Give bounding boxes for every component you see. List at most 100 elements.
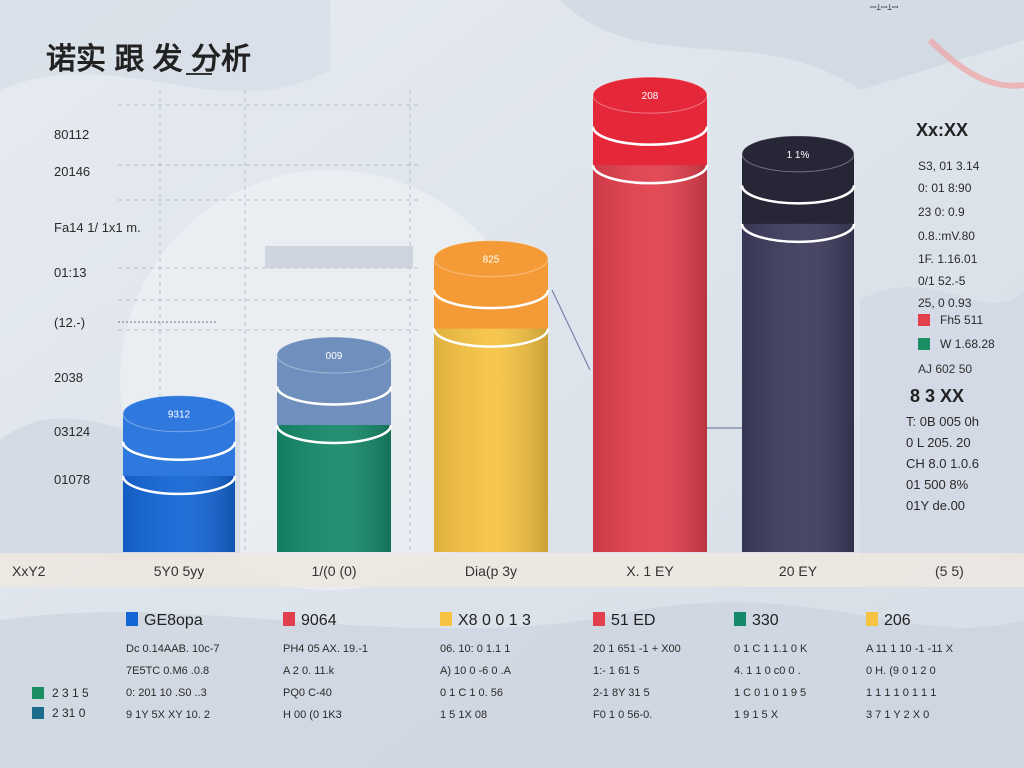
bar-2: 009 — [275, 336, 393, 552]
legend-block-title: 330 — [752, 612, 779, 629]
legend-swatch — [866, 612, 878, 626]
category-label: Dia(p 3y — [465, 563, 517, 579]
bar-ring — [275, 386, 393, 406]
left-label: 01:13 — [54, 265, 87, 280]
connector-line — [551, 289, 591, 371]
legend-swatch — [32, 687, 44, 699]
bar-ring — [591, 126, 709, 146]
legend-block-line: 2-1 8Y 31 5 — [593, 687, 650, 699]
bar-ring — [432, 328, 550, 348]
left-label: 20146 — [54, 164, 90, 179]
legend-label: Fh5 511 — [940, 313, 983, 327]
legend-block-line: 9 1Y 5X XY 10. 2 — [126, 709, 210, 721]
right-panel-extra-value: T: 0B 005 0h — [906, 414, 979, 429]
bg-panel — [265, 246, 413, 268]
legend-block-line: 1 5 1X 08 — [440, 709, 487, 721]
bar-ring — [275, 424, 393, 445]
right-panel-extra-value: 01 500 8% — [906, 477, 969, 492]
bar-ring — [432, 289, 550, 310]
right-panel-value: S3, 01 3.14 — [918, 159, 980, 173]
legend-block: 51 ED 20 1 651 -1 + X00 1:- 1 61 5 2-1 8Y 3… — [593, 612, 681, 721]
legend-block-line: 0 H. (9 0 1 2 0 — [866, 665, 936, 677]
right-panel-value: 0: 01 8:90 — [918, 181, 972, 195]
bg-shape — [860, 287, 1024, 560]
bar-ring — [740, 185, 856, 205]
right-panel-value: 0.8.:mV.80 — [918, 229, 975, 243]
legend-swatch — [918, 338, 930, 350]
legend-block: 206 A 11 1 10 -1 -11 X 0 H. (9 0 1 2 0 1 1 … — [866, 612, 954, 721]
category-label: 20 EY — [779, 563, 818, 579]
bar-value-label: 208 — [642, 91, 659, 102]
legend-block-line: A) 10 0 -6 0 .A — [440, 665, 512, 677]
legend-block-title: X8 0 0 1 3 — [458, 612, 531, 629]
legend-block-line: 20 1 651 -1 + X00 — [593, 643, 681, 655]
bar-value-label: 9312 — [168, 410, 191, 421]
bar-top — [741, 135, 855, 173]
legend-swatch — [126, 612, 138, 626]
right-panel-value: 0/1 52.-5 — [918, 274, 966, 288]
right-panel-extra-value: 01Y de.00 — [906, 498, 965, 513]
left-legend: 2 3 1 5 2 31 0 — [32, 686, 89, 720]
bar-top — [433, 240, 549, 278]
legend-block-line: 0 1 C 1 1.1 0 K — [734, 643, 808, 655]
bg-shape — [0, 0, 330, 92]
legend-label: W 1.68.28 — [940, 337, 995, 351]
legend-block-line: 1 1 1 1 0 1 1 1 — [866, 687, 936, 699]
category-label: X. 1 EY — [626, 563, 674, 579]
right-panel-subtitle: 8 3 XX — [910, 386, 964, 406]
bar-top — [122, 395, 236, 433]
bg-shape — [0, 602, 1024, 768]
bar-top — [276, 336, 392, 374]
bar-ring — [740, 223, 856, 244]
bar-ring — [121, 475, 237, 496]
legend-swatch — [283, 612, 295, 626]
left-label: 03124 — [54, 424, 90, 439]
right-panel-values: S3, 01 3.14 0: 01 8:90 23 0: 0.9 0.8.:mV.80… — [918, 159, 980, 310]
legend-block-line: 1 9 1 5 X — [734, 709, 779, 721]
right-panel-extra-value: 0 L 205. 20 — [906, 435, 971, 450]
legend-block-line: 3 7 1 Y 2 X 0 — [866, 709, 929, 721]
bar-1: 9312 — [121, 395, 237, 552]
left-label: (12.-) — [54, 315, 85, 330]
legend-block: 330 0 1 C 1 1.1 0 K 4. 1 1 0 c0 0 . 1 C 0 1… — [734, 612, 808, 721]
legend-swatch — [734, 612, 746, 626]
legend-block-line: H 00 (0 1K3 — [283, 709, 342, 721]
legend-block-line: Dc 0.14AAB. 10c-7 — [126, 643, 220, 655]
legend-block-title: 51 ED — [611, 612, 655, 629]
category-labels: 5Y0 5yy 1/(0 (0) Dia(p 3y X. 1 EY 20 EY — [154, 563, 818, 579]
bar-4: 208 — [591, 76, 709, 552]
legend-swatch — [918, 314, 930, 326]
right-panel: Xx:XX S3, 01 3.14 0: 01 8:90 23 0: 0.9 0.8.… — [906, 120, 995, 513]
category-label: 1/(0 (0) — [311, 563, 356, 579]
legend-block: GE8opa Dc 0.14AAB. 10c-7 7E5TC 0.M6 .0.8 0:… — [126, 612, 220, 721]
bg-shape — [560, 0, 1024, 90]
legend-block-line: 1 C 0 1 0 1 9 5 — [734, 687, 806, 699]
category-label: 5Y0 5yy — [154, 563, 205, 579]
legend-swatch — [440, 612, 452, 626]
legend-blocks: GE8opa Dc 0.14AAB. 10c-7 7E5TC 0.M6 .0.8 0:… — [126, 612, 954, 721]
legend-swatch — [593, 612, 605, 626]
legend-block-line: A 11 1 10 -1 -11 X — [866, 643, 954, 655]
right-panel-title: Xx:XX — [916, 120, 968, 140]
bar-top — [592, 76, 708, 114]
legend-block-line: 0: 201 10 .S0 ..3 — [126, 687, 207, 699]
chart-bars: 9312 009 825 208 1 1% — [121, 76, 856, 552]
legend-block-line: PH4 05 AX. 19.-1 — [283, 643, 368, 655]
legend-block-line: 4. 1 1 0 c0 0 . — [734, 665, 801, 677]
bg-swoosh — [927, 37, 1024, 89]
right-panel-legend: Fh5 511 W 1.68.28 — [918, 313, 995, 351]
right-panel-value: 23 0: 0.9 — [918, 205, 965, 219]
legend-block-title: 9064 — [301, 612, 337, 629]
bar-value-label: 825 — [483, 255, 500, 266]
top-right-label: ꟷꞱꟷꞱꟷ — [870, 3, 899, 12]
legend-block-line: PQ0 C-40 — [283, 687, 332, 699]
bottom-right-label: (5 5) — [935, 563, 964, 579]
legend-block-line: F0 1 0 56-0. — [593, 709, 652, 721]
left-label: 80112 — [54, 127, 89, 142]
legend-block-line: 0 1 C 1 0. 56 — [440, 687, 503, 699]
legend-swatch — [32, 707, 44, 719]
bar-ring — [121, 441, 237, 461]
right-panel-extra-value: CH 8.0 1.0.6 — [906, 456, 979, 471]
left-label: 2038 — [54, 370, 83, 385]
